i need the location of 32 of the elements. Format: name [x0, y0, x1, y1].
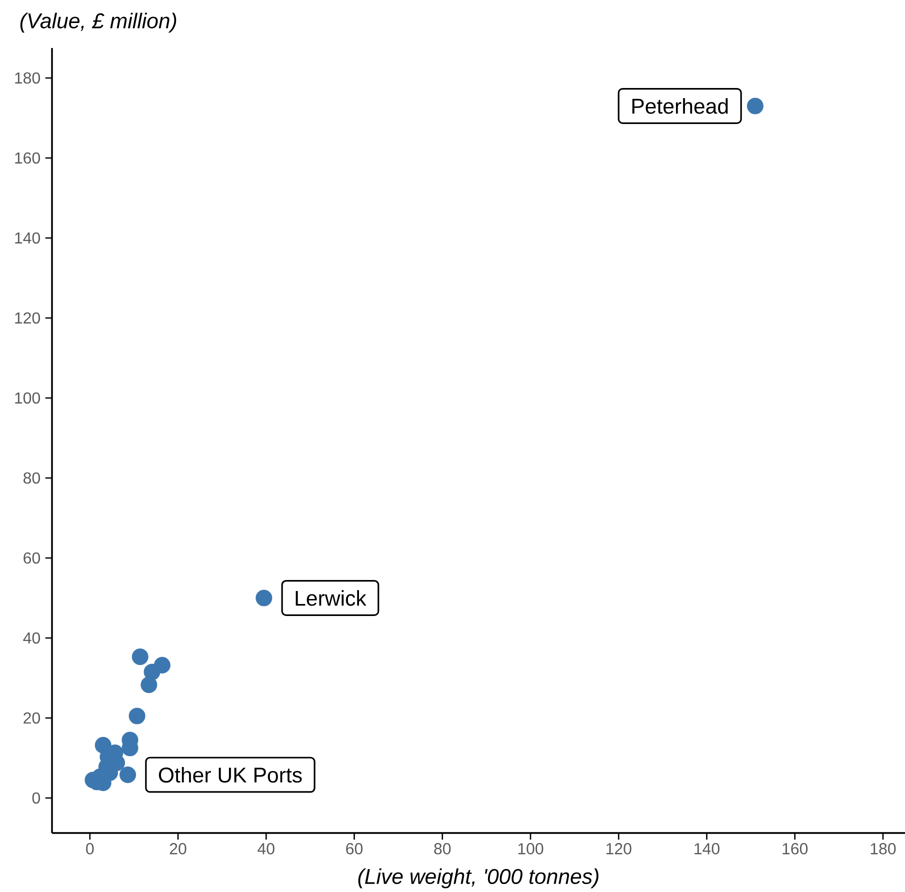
y-tick-label: 60: [24, 552, 40, 564]
y-axis-title: (Value, £ million): [20, 12, 176, 33]
point: [120, 766, 136, 784]
y-tick-label: 20: [24, 712, 40, 724]
x-tick-label: 0: [86, 843, 94, 854]
annotation: Other UK Ports: [158, 766, 302, 783]
y-tick-label: 160: [15, 152, 40, 164]
point: [746, 98, 764, 114]
annotation: Lerwick: [296, 590, 366, 606]
point: [128, 708, 146, 724]
y-tick-label: 40: [23, 632, 40, 644]
x-tick-label: 120: [606, 843, 632, 854]
y-tick-label: 80: [24, 472, 40, 484]
x-tick-label: 60: [346, 843, 363, 854]
x-tick-label: 140: [694, 843, 720, 854]
y-tick-label: 140: [15, 232, 40, 244]
point: [144, 664, 160, 680]
y-tick-label: 0: [32, 792, 40, 804]
x-axis-title: (Live weight, '000 tonnes): [358, 868, 598, 888]
point: [140, 676, 158, 694]
y-tick-label: 100: [15, 392, 40, 404]
point: [256, 590, 272, 606]
y-tick-label: 180: [15, 72, 40, 84]
x-tick-label: 160: [782, 843, 808, 854]
x-tick-label: 40: [258, 843, 274, 854]
annotation: Peterhead: [632, 98, 728, 114]
x-tick-label: 100: [518, 843, 544, 854]
y-tick-label: 120: [15, 312, 40, 324]
point: [132, 648, 148, 666]
x-tick-label: 180: [870, 843, 896, 854]
x-tick-label: 80: [434, 843, 451, 854]
x-tick-label: 20: [170, 843, 186, 854]
